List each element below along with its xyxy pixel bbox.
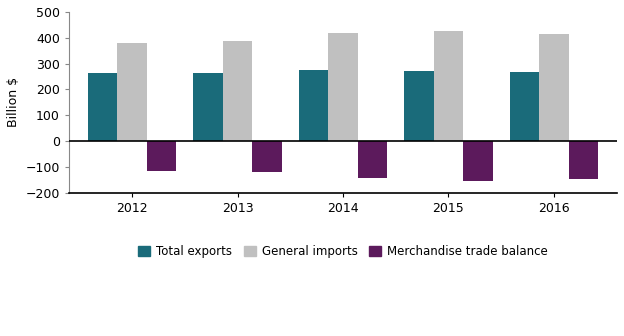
Bar: [404, 71, 434, 141]
Bar: [463, 141, 493, 181]
Bar: [252, 141, 282, 172]
Bar: [568, 141, 598, 179]
Y-axis label: Billion $: Billion $: [7, 77, 20, 127]
Bar: [117, 43, 147, 141]
Bar: [299, 70, 328, 141]
Bar: [358, 141, 388, 178]
Bar: [193, 73, 223, 141]
Bar: [434, 31, 463, 141]
Bar: [510, 72, 539, 141]
Bar: [539, 34, 568, 141]
Bar: [147, 141, 177, 171]
Bar: [328, 33, 358, 141]
Bar: [88, 73, 117, 141]
Bar: [223, 41, 252, 141]
Legend: Total exports, General imports, Merchandise trade balance: Total exports, General imports, Merchand…: [134, 240, 552, 263]
